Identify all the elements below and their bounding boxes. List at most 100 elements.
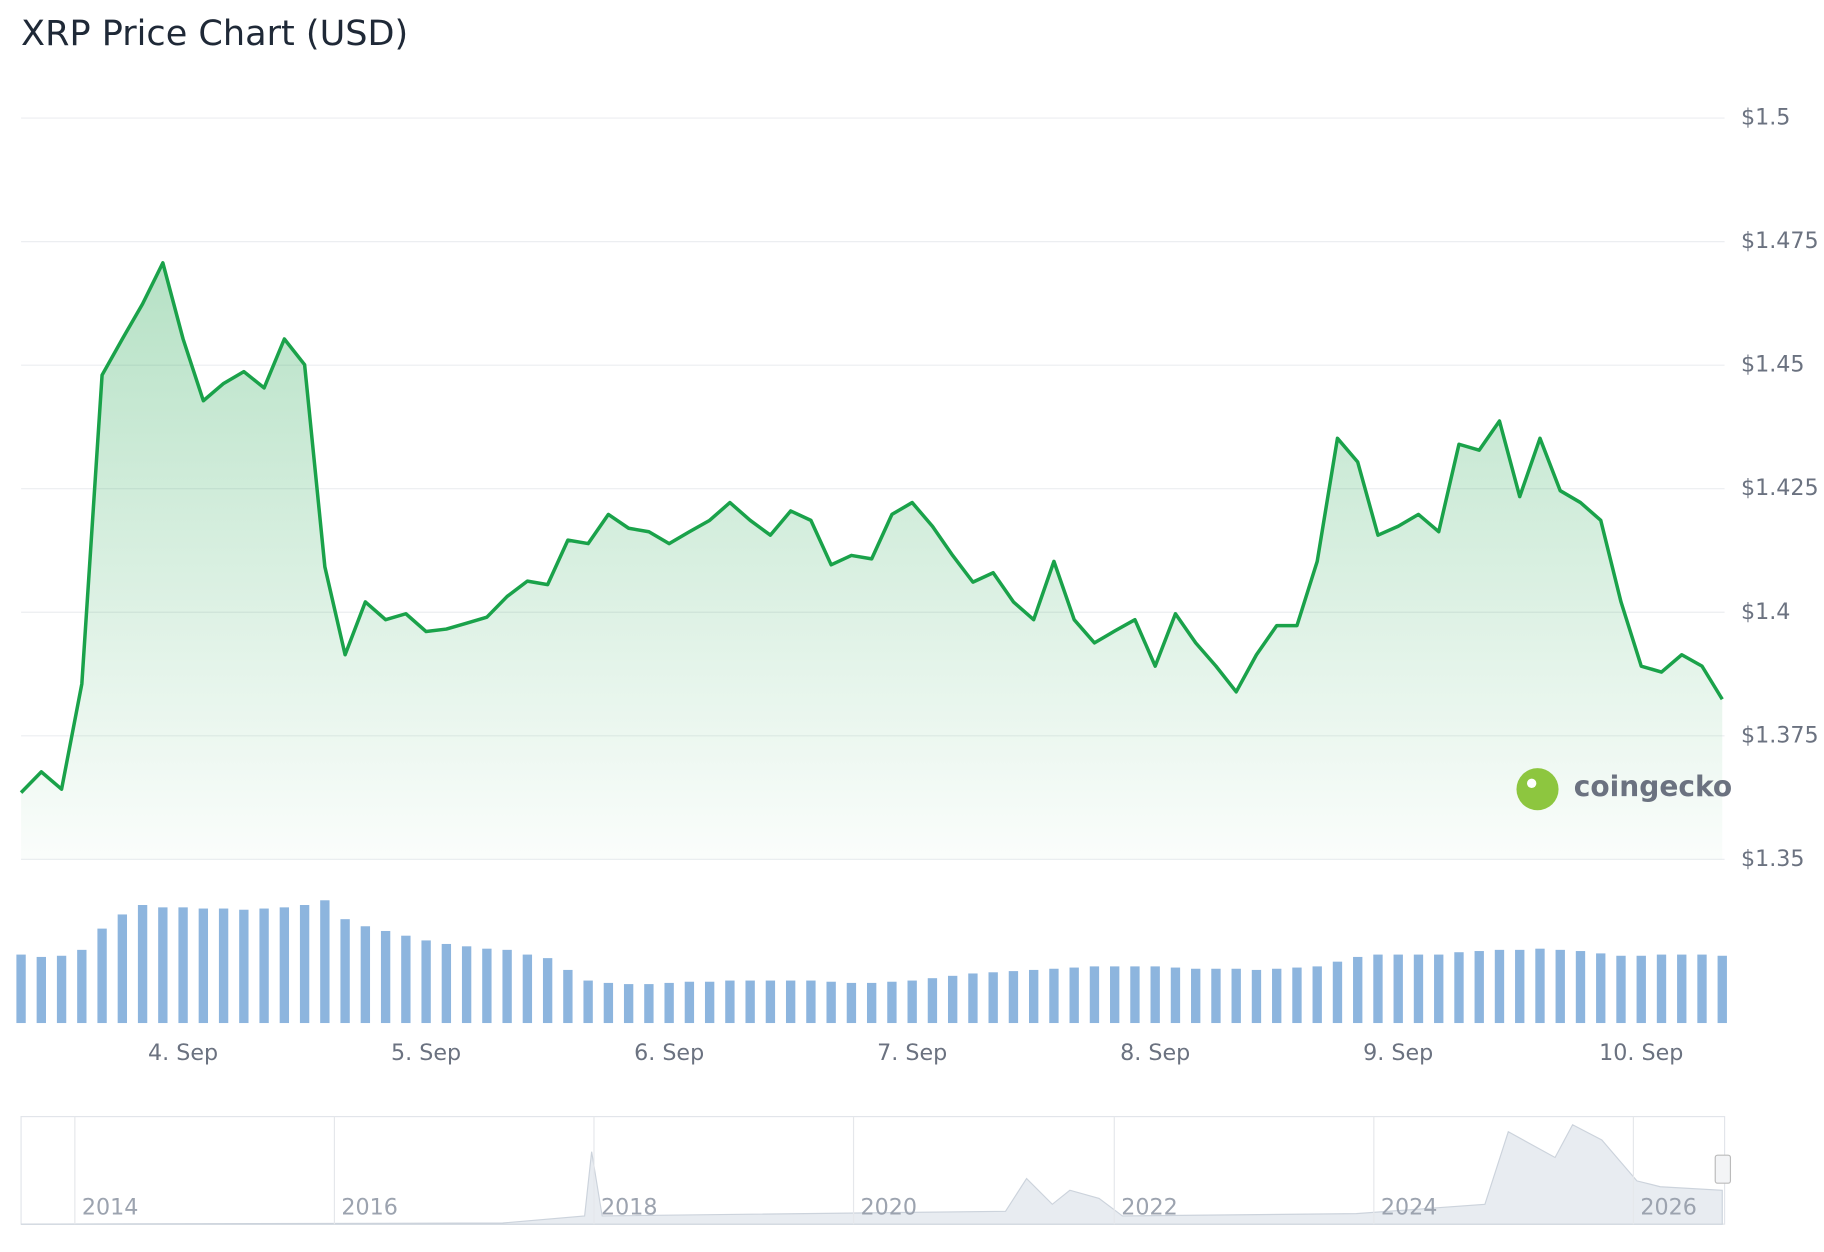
price-line xyxy=(19,261,1724,794)
navigator-label: 2026 xyxy=(1640,1194,1697,1220)
volume-bar xyxy=(259,908,269,1024)
volume-bar xyxy=(16,954,26,1024)
navigator-label: 2016 xyxy=(341,1194,398,1220)
x-tick-label: 7. Sep xyxy=(877,1040,947,1066)
volume-bar xyxy=(482,948,492,1024)
volume-bar xyxy=(1535,948,1545,1024)
volume-bar xyxy=(1150,966,1160,1024)
volume-bar xyxy=(441,943,452,1024)
navigator-area xyxy=(21,1123,1723,1225)
volume-bar xyxy=(461,946,472,1024)
navigator-label: 2014 xyxy=(82,1194,139,1220)
volume-bar xyxy=(907,980,917,1024)
volume-bar xyxy=(1636,955,1646,1024)
volume-bar xyxy=(1089,966,1100,1024)
volume-bar xyxy=(1312,966,1322,1024)
volume-bar xyxy=(522,954,533,1024)
navigator-label: 2022 xyxy=(1121,1194,1178,1220)
volume-bar xyxy=(725,980,735,1024)
volume-bar xyxy=(1494,949,1505,1024)
volume-bar xyxy=(644,984,654,1024)
x-tick-label: 10. Sep xyxy=(1599,1040,1683,1066)
volume-bar xyxy=(198,908,209,1024)
volume-bar xyxy=(1656,954,1667,1024)
watermark-text: coingecko xyxy=(1574,770,1732,803)
volume-bar xyxy=(1616,955,1626,1024)
volume-bar xyxy=(1332,961,1343,1024)
y-tick-label: $1.375 xyxy=(1741,722,1819,748)
volume-bar xyxy=(1413,954,1424,1024)
volume-bar xyxy=(1008,971,1019,1024)
volume-bar xyxy=(1231,968,1241,1024)
volume-bar xyxy=(401,935,411,1024)
volume-bar xyxy=(826,981,836,1024)
volume-bar xyxy=(178,907,188,1024)
volume-bar xyxy=(320,900,330,1024)
volume-bar xyxy=(1434,954,1444,1024)
volume-bar xyxy=(583,980,593,1024)
volume-bar xyxy=(785,980,796,1024)
volume-bar xyxy=(36,956,47,1024)
volume-bar xyxy=(56,955,67,1024)
volume-bar xyxy=(1170,967,1181,1024)
y-tick-label: $1.5 xyxy=(1741,105,1790,131)
navigator-label: 2018 xyxy=(601,1194,658,1220)
volume-bar xyxy=(1474,951,1484,1024)
volume-bar xyxy=(1454,952,1464,1024)
volume-bar xyxy=(806,980,816,1024)
volume-bar xyxy=(1049,968,1059,1024)
volume-bar xyxy=(664,982,674,1024)
volume-bar xyxy=(968,973,978,1024)
volume-bar xyxy=(77,949,87,1024)
logo-eye xyxy=(1526,778,1537,789)
x-tick-label: 5. Sep xyxy=(391,1040,461,1066)
navigator xyxy=(20,1115,1732,1225)
volume-bar xyxy=(927,978,938,1024)
volume-bar xyxy=(1677,954,1687,1024)
volume-bar xyxy=(563,969,573,1024)
volume-bar xyxy=(340,919,350,1024)
volume-bar xyxy=(1292,967,1302,1024)
volume-bar xyxy=(158,907,168,1024)
volume-bar xyxy=(1515,949,1525,1024)
x-tick-label: 9. Sep xyxy=(1363,1040,1433,1066)
volume-bar xyxy=(1697,954,1707,1024)
volume-bar xyxy=(502,949,512,1024)
volume-bar xyxy=(542,958,553,1024)
volume-bar xyxy=(846,982,857,1024)
volume-bar xyxy=(745,980,755,1024)
logo xyxy=(1516,768,1559,811)
watermark: coingecko xyxy=(1516,768,1732,811)
volume-bar xyxy=(1029,969,1039,1024)
y-tick-label: $1.4 xyxy=(1741,599,1790,625)
volume-bar xyxy=(704,981,715,1024)
volume-bar xyxy=(97,928,107,1024)
volume-bar xyxy=(239,909,249,1024)
y-tick-label: $1.35 xyxy=(1741,846,1805,872)
volume-bar xyxy=(866,982,877,1024)
volume-bar xyxy=(279,907,290,1024)
volume-bar xyxy=(1110,966,1120,1024)
volume-bar xyxy=(421,940,431,1024)
volume-bar xyxy=(1130,966,1140,1024)
x-tick-label: 4. Sep xyxy=(148,1040,218,1066)
volume-bar xyxy=(218,908,229,1024)
volume-bar xyxy=(1191,968,1201,1024)
volume-bar xyxy=(1393,954,1403,1024)
volume-bar xyxy=(1575,951,1586,1024)
volume-bar xyxy=(380,930,391,1024)
volume-bar xyxy=(1272,968,1282,1024)
navigator-label: 2020 xyxy=(861,1194,918,1220)
volume-bar xyxy=(988,972,998,1024)
volume-bar xyxy=(1555,949,1565,1024)
volume-bar xyxy=(1373,954,1383,1024)
volume-bar xyxy=(1251,969,1262,1024)
volume-bar xyxy=(1353,956,1363,1024)
volume-bar xyxy=(299,905,310,1024)
volume-bar xyxy=(117,914,128,1024)
navigator-handle[interactable] xyxy=(1714,1154,1732,1184)
x-tick-label: 8. Sep xyxy=(1120,1040,1190,1066)
volume-bar xyxy=(1069,967,1079,1024)
